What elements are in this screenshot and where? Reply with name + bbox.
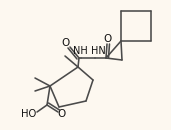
Text: O: O <box>58 109 66 119</box>
Text: O: O <box>62 38 70 48</box>
Text: HN: HN <box>91 46 105 56</box>
Text: O: O <box>104 34 112 44</box>
Text: NH: NH <box>73 46 87 56</box>
Text: HO: HO <box>21 109 37 119</box>
